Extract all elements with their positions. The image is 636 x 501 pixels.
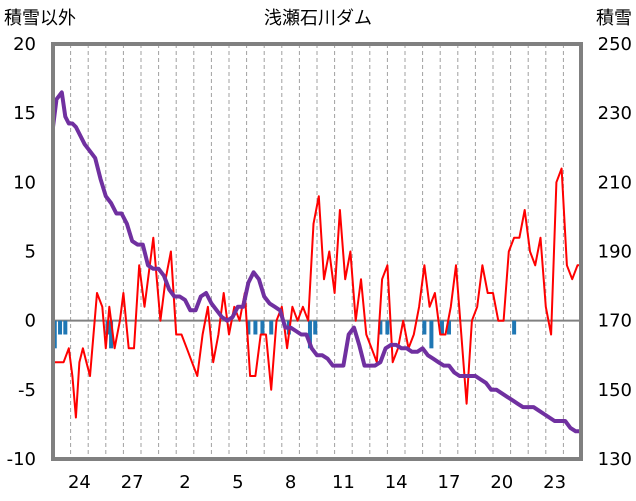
precip-bar <box>512 320 517 335</box>
x-tick-label: 20 <box>490 472 513 493</box>
y-left-tick-label: -10 <box>7 449 36 470</box>
x-tick-label: 24 <box>68 472 91 493</box>
chart-title: 浅瀬石川ダム <box>264 8 372 29</box>
precip-bar <box>253 320 258 335</box>
y-left-tick-label: 20 <box>13 34 36 55</box>
precip-bar <box>307 320 312 349</box>
x-tick-label: 11 <box>332 472 355 493</box>
precip-bar <box>260 320 265 335</box>
y-right-tick-label: 230 <box>598 103 632 124</box>
grid <box>70 44 564 459</box>
y-left-label: 積雪以外 <box>4 8 76 29</box>
snow-depth-line <box>51 90 581 434</box>
y-right-tick-label: 190 <box>598 242 632 263</box>
x-tick-label: 2 <box>179 472 190 493</box>
precip-bar <box>422 320 427 335</box>
y-left-tick-label: 5 <box>25 242 36 263</box>
x-tick-label: 27 <box>121 472 144 493</box>
x-tick-label: 14 <box>385 472 408 493</box>
precip-bar <box>439 320 444 335</box>
series-lines <box>51 90 581 434</box>
x-tick-label: 17 <box>438 472 461 493</box>
y-left-tick-label: -5 <box>18 380 36 401</box>
y-right-ticks: 250 230 210 190 170 150 130 <box>598 34 632 470</box>
precip-bar <box>63 320 68 335</box>
y-left-tick-label: 15 <box>13 103 36 124</box>
x-tick-label: 23 <box>543 472 566 493</box>
temperature-line <box>53 167 581 419</box>
precip-bar <box>385 320 390 335</box>
y-right-tick-label: 150 <box>598 380 632 401</box>
y-right-label: 積雪 <box>596 8 632 29</box>
precip-bar <box>269 320 274 335</box>
y-left-ticks: 20 15 10 5 0 -5 -10 <box>7 34 36 470</box>
precip-bar <box>378 320 383 335</box>
precip-bar <box>58 320 63 335</box>
y-left-tick-label: 0 <box>25 311 36 332</box>
y-left-tick-label: 10 <box>13 172 36 193</box>
precip-bar <box>246 320 251 335</box>
x-tick-label: 5 <box>232 472 243 493</box>
precip-bar <box>429 320 434 349</box>
x-tick-label: 8 <box>285 472 296 493</box>
y-right-tick-label: 130 <box>598 449 632 470</box>
y-right-tick-label: 210 <box>598 172 632 193</box>
precip-bar <box>447 320 451 335</box>
y-right-tick-label: 170 <box>598 311 632 332</box>
precip-bar <box>313 320 318 335</box>
plot-frame <box>51 42 583 461</box>
y-right-tick-label: 250 <box>598 34 632 55</box>
precip-bar <box>109 320 114 349</box>
x-ticks: 24 27 2 5 8 11 14 17 20 23 <box>68 472 566 493</box>
